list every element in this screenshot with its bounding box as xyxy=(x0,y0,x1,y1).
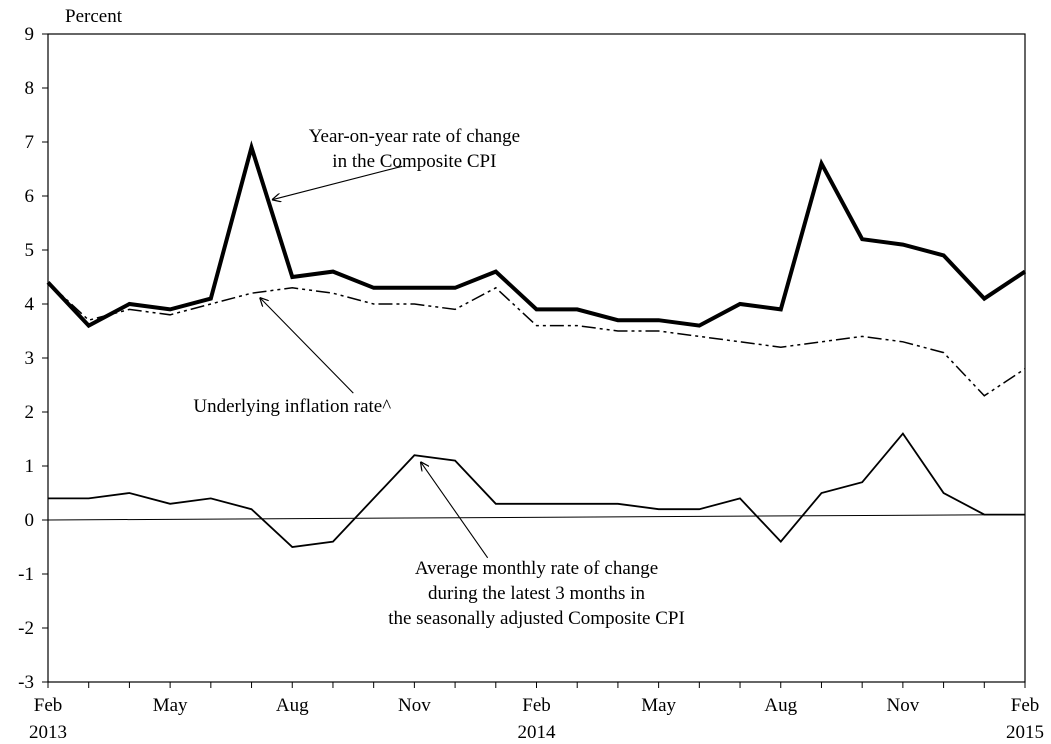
y-axis-title: Percent xyxy=(65,6,123,27)
y-tick-label: 4 xyxy=(25,294,35,315)
x-tick-label: Nov xyxy=(398,695,431,716)
series-line-2 xyxy=(47,281,1026,397)
zero-line xyxy=(47,514,1026,521)
annotation-3-line: during the latest 3 months in xyxy=(428,583,645,604)
y-tick-label: -1 xyxy=(18,564,34,585)
series-line-1 xyxy=(46,140,1027,329)
y-tick-label: 2 xyxy=(25,402,35,423)
y-tick-label: 7 xyxy=(25,132,35,153)
annotation-2-arrow xyxy=(260,298,354,394)
annotation-1-line: Year-on-year rate of change xyxy=(309,126,520,147)
y-tick-label: 9 xyxy=(25,24,35,45)
x-tick-label: May xyxy=(153,695,188,716)
annotation-1-arrow xyxy=(272,165,403,199)
y-tick-label: 3 xyxy=(25,348,35,369)
x-tick-label: Aug xyxy=(764,695,797,716)
annotation-2-line: Underlying inflation rate^ xyxy=(193,396,391,417)
annotation-3-arrow xyxy=(420,462,489,559)
series-line-3 xyxy=(48,432,1025,548)
x-axis-ticks: Feb 2013 May Aug Nov Feb 2014 May Aug Nov Feb 2015 xyxy=(29,682,1044,743)
x-tick-year-label: 2013 xyxy=(29,722,67,743)
y-tick-label: 8 xyxy=(25,78,35,99)
y-axis-ticks: -3 -2 -1 0 1 2 3 4 5 6 7 8 9 xyxy=(18,24,48,693)
y-tick-label: 5 xyxy=(25,240,35,261)
x-tick-label: May xyxy=(641,695,676,716)
annotation-3-line: the seasonally adjusted Composite CPI xyxy=(388,608,685,629)
y-tick-label: 0 xyxy=(25,510,35,531)
y-tick-label: 1 xyxy=(25,456,35,477)
annotation-1-line: in the Composite CPI xyxy=(332,151,496,172)
x-tick-label: Feb xyxy=(34,695,63,716)
x-tick-label: Nov xyxy=(887,695,920,716)
x-tick-label: Aug xyxy=(276,695,309,716)
y-tick-label: -2 xyxy=(18,618,34,639)
x-tick-label: Feb xyxy=(522,695,551,716)
y-tick-label: -3 xyxy=(18,672,34,693)
y-tick-label: 6 xyxy=(25,186,35,207)
series-layer xyxy=(46,140,1027,548)
x-tick-label: Feb xyxy=(1011,695,1040,716)
x-tick-year-label: 2014 xyxy=(518,722,557,743)
annotation-3-line: Average monthly rate of change xyxy=(415,558,658,579)
x-tick-year-label: 2015 xyxy=(1006,722,1044,743)
annotation-layer: Year-on-year rate of change in the Compos… xyxy=(193,126,684,629)
